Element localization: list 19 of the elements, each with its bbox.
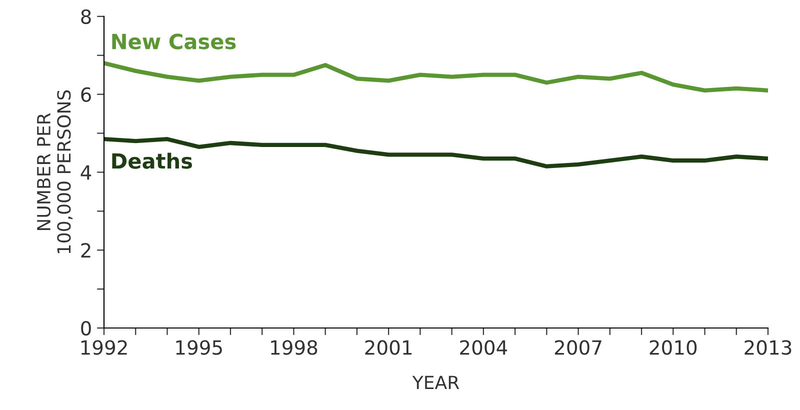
x-tick-label: 1995 bbox=[176, 340, 222, 355]
series-label: New Cases bbox=[112, 34, 236, 50]
x-tick-label: 2007 bbox=[554, 340, 602, 355]
y-axis-title: NUMBER PER 100,000 PERSONS bbox=[37, 90, 73, 254]
y-tick-label: 0 bbox=[81, 320, 91, 336]
x-tick-label: 2004 bbox=[460, 340, 508, 355]
y-tick-label: 2 bbox=[81, 243, 90, 258]
x-tick-label: 2010 bbox=[650, 340, 697, 355]
y-tick-label: 4 bbox=[80, 165, 92, 180]
x-tick-label: 1992 bbox=[81, 340, 127, 355]
line-series bbox=[104, 61, 768, 92]
x-tick-label: 1998 bbox=[271, 340, 318, 355]
x-tick-label: 2001 bbox=[365, 340, 412, 355]
series-label: Deaths bbox=[112, 152, 192, 169]
x-tick-label: 2013 bbox=[744, 340, 792, 355]
y-tick-label: 6 bbox=[81, 87, 91, 102]
x-axis-title: YEAR bbox=[412, 376, 460, 390]
line-series bbox=[104, 137, 768, 168]
y-tick-label: 8 bbox=[81, 9, 91, 24]
